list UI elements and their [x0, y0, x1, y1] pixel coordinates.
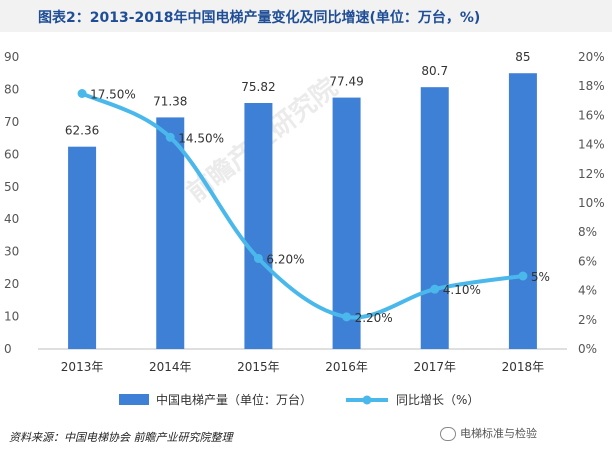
legend-line-marker [362, 395, 372, 405]
bar-value-label: 75.82 [241, 80, 275, 94]
line-point [342, 312, 352, 322]
y-right-tick-label: 16% [578, 108, 605, 122]
y-right-tick-label: 10% [578, 196, 605, 210]
line-value-label: 4.10% [443, 283, 481, 297]
y-left-tick-label: 80 [4, 82, 19, 96]
y-left-tick-label: 30 [4, 245, 19, 259]
bar [420, 87, 449, 349]
bar-value-label: 62.36 [65, 124, 99, 138]
x-tick-label: 2015年 [237, 360, 280, 374]
y-right-tick-label: 12% [578, 167, 605, 181]
brand-label: 电梯标准与检验 [440, 425, 537, 441]
title-bar: 图表2：2013-2018年中国电梯产量变化及同比增速(单位：万台，%) [0, 0, 612, 32]
y-right-tick-label: 14% [578, 138, 605, 152]
line-point [77, 89, 87, 98]
bar-value-label: 85 [515, 50, 530, 64]
y-right-tick-label: 2% [578, 313, 597, 327]
brand-text: 电梯标准与检验 [460, 427, 537, 440]
y-right-tick-label: 6% [578, 254, 597, 268]
line-point [518, 271, 528, 281]
legend-bar-swatch [119, 394, 149, 405]
y-left-tick-label: 90 [4, 50, 19, 64]
chart-title: 图表2：2013-2018年中国电梯产量变化及同比增速(单位：万台，%) [38, 10, 481, 26]
x-tick-label: 2017年 [413, 360, 456, 374]
bar-value-label: 77.49 [329, 75, 363, 89]
chart: 0 10 20 30 40 50 60 70 80 90 0% 2% 4% 6% 8% 10% 12% 14% 16… [4, 50, 605, 407]
bar-value-label: 71.38 [153, 94, 187, 108]
x-tick-label: 2014年 [149, 360, 192, 374]
line-value-label: 2.20% [355, 311, 393, 325]
source-note: 资料来源：中国电梯协会 前瞻产业研究院整理 [9, 431, 233, 444]
y-right-tick-label: 20% [578, 50, 605, 64]
line-point [430, 284, 440, 294]
line-point [253, 253, 263, 263]
bar-value-label: 80.7 [421, 64, 448, 78]
y-left-tick-label: 10 [4, 310, 19, 324]
y-left-tick-label: 70 [4, 115, 19, 129]
y-left-tick-label: 60 [4, 147, 19, 161]
x-tick-label: 2016年 [325, 360, 368, 374]
legend-bar-label: 中国电梯产量（单位：万台） [156, 392, 312, 407]
line-value-label: 5% [531, 270, 550, 284]
bar [244, 103, 273, 349]
y-right-tick-label: 4% [578, 284, 597, 298]
y-right-tick-label: 0% [578, 342, 597, 356]
bar [156, 117, 185, 349]
line-value-label: 17.50% [90, 88, 136, 102]
y-right-tick-label: 8% [578, 225, 597, 239]
legend-line-label: 同比增长（%） [396, 393, 479, 407]
wechat-icon [440, 427, 456, 441]
bar [508, 73, 537, 349]
x-tick-label: 2018年 [502, 360, 545, 374]
bar [68, 146, 97, 349]
y-right-tick-label: 18% [578, 79, 605, 93]
bar [332, 97, 361, 349]
line-point [165, 132, 175, 142]
line-value-label: 14.50% [178, 131, 224, 145]
y-left-tick-label: 0 [4, 342, 12, 356]
line-value-label: 6.20% [266, 252, 304, 266]
y-left-tick-label: 40 [4, 212, 19, 226]
y-left-tick-label: 50 [4, 180, 19, 194]
y-left-tick-label: 20 [4, 277, 19, 291]
x-tick-label: 2013年 [61, 360, 104, 374]
